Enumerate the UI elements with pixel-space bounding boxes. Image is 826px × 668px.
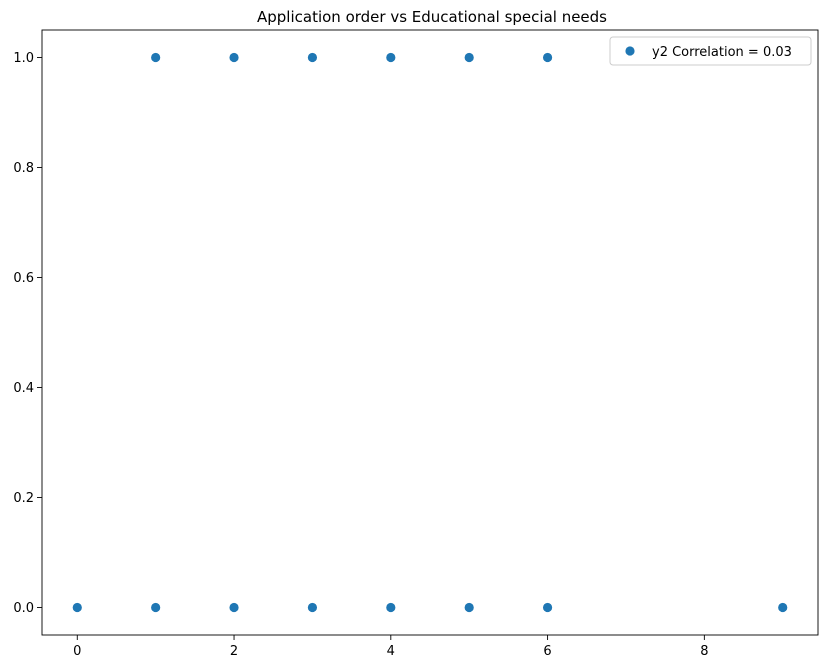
data-point — [229, 602, 239, 613]
data-point — [464, 602, 474, 613]
plot-frame — [41, 29, 819, 636]
data-point — [542, 52, 553, 63]
x-tick-label: 4 — [387, 644, 395, 659]
data-point — [307, 52, 318, 63]
data-point — [778, 602, 788, 613]
y-axis: 0.0 0.2 0.4 0.6 0.8 1.0 — [13, 51, 42, 616]
legend-box — [609, 36, 812, 66]
data-point — [151, 52, 161, 63]
data-point — [464, 52, 474, 63]
data-point — [229, 52, 239, 63]
x-tick-label: 2 — [230, 644, 238, 659]
y-tick-label: 0.0 — [13, 601, 34, 616]
data-point — [542, 602, 553, 613]
legend-marker — [625, 46, 635, 56]
y-tick-label: 0.6 — [13, 271, 34, 286]
legend: y2 Correlation = 0.03 — [609, 36, 812, 66]
data-point — [307, 602, 318, 613]
y-tick-label: 0.4 — [13, 381, 34, 396]
x-tick-label: 8 — [700, 644, 708, 659]
y-tick-label: 0.2 — [13, 491, 34, 506]
data-point — [386, 52, 396, 63]
chart-title: Application order vs Educational special… — [257, 8, 607, 26]
data-point — [151, 602, 161, 613]
y-tick-label: 0.8 — [13, 161, 34, 176]
x-tick-label: 6 — [543, 644, 551, 659]
points-layer — [72, 52, 788, 613]
data-point — [72, 602, 82, 613]
data-point — [386, 602, 396, 613]
x-tick-label: 0 — [73, 644, 81, 659]
legend-label: y2 Correlation = 0.03 — [652, 45, 792, 60]
x-axis: 0 2 4 6 8 — [73, 635, 708, 659]
y-tick-label: 1.0 — [13, 51, 34, 66]
